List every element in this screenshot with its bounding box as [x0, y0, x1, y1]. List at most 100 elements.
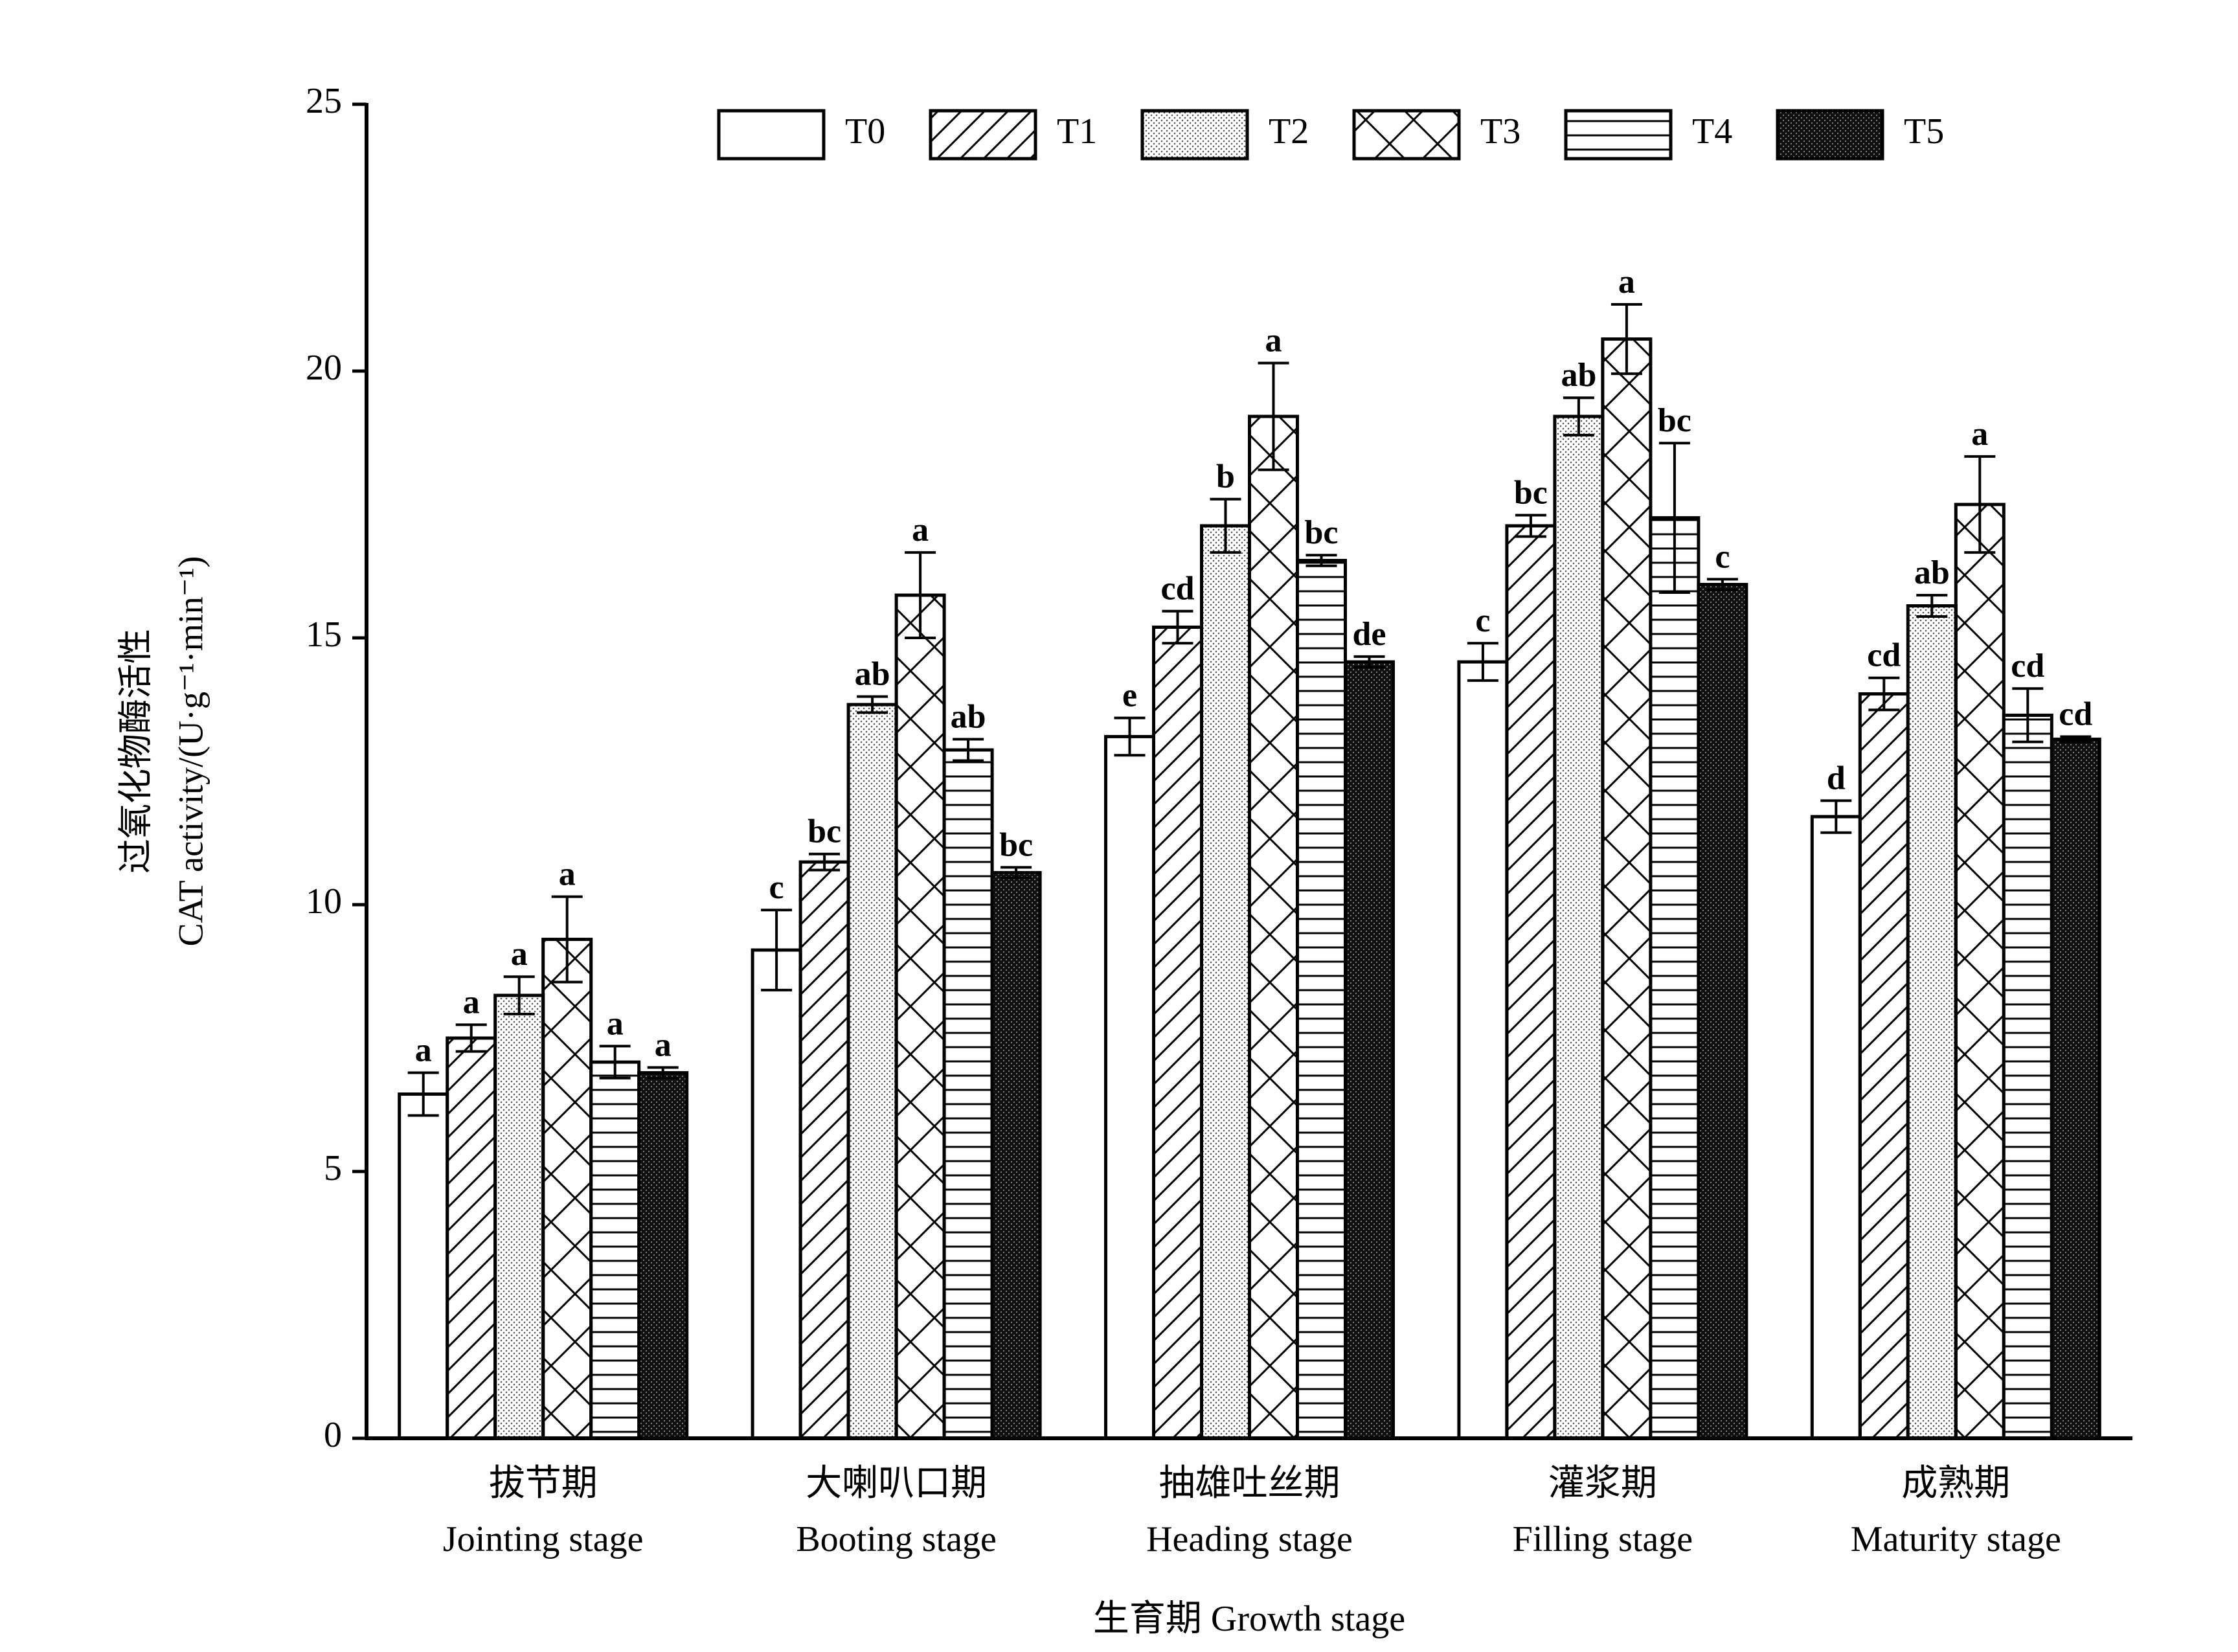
significance-letter: a	[1618, 264, 1635, 300]
error-bar	[1353, 655, 1385, 669]
x-tick-label: 成熟期	[1901, 1464, 2010, 1504]
significance-letter: ab	[1914, 554, 1950, 591]
x-axis-label: 生育期 Growth stage	[1093, 1599, 1405, 1639]
significance-letter: cd	[2011, 648, 2044, 685]
error-bar	[551, 895, 583, 984]
bar	[1104, 734, 1155, 1440]
y-tick-label: 0	[324, 1415, 342, 1455]
significance-letter: c	[769, 869, 784, 906]
error-bar	[905, 551, 936, 639]
error-bar	[455, 1023, 487, 1053]
error-bar	[1563, 396, 1594, 436]
x-tick-label: 拔节期	[489, 1464, 598, 1504]
bar	[798, 860, 850, 1440]
significance-letter: bc	[808, 813, 841, 850]
error-bar	[2012, 687, 2044, 743]
bar	[1200, 524, 1251, 1440]
legend-swatch	[1776, 109, 1884, 161]
error-bar	[1868, 676, 1900, 712]
legend-swatch	[929, 109, 1037, 161]
legend-swatch	[1352, 109, 1461, 161]
x-tick-label: 灌浆期	[1548, 1464, 1657, 1504]
x-tick-label: Filling stage	[1513, 1519, 1693, 1559]
significance-letter: bc	[999, 826, 1033, 863]
legend-label: T1	[1057, 111, 1097, 152]
bar	[2002, 713, 2053, 1440]
error-bar	[407, 1071, 439, 1117]
bar	[541, 938, 593, 1440]
error-bar	[1306, 554, 1337, 567]
y-tick-label: 25	[306, 81, 342, 121]
bar	[1248, 414, 1299, 1440]
bar	[751, 948, 802, 1440]
legend-label: T0	[845, 111, 885, 152]
error-bar	[1611, 303, 1642, 376]
significance-letter: ab	[951, 698, 986, 735]
legend-label: T5	[1904, 111, 1944, 152]
significance-letter: d	[1827, 760, 1846, 797]
significance-letter: a	[607, 1005, 624, 1042]
error-bar	[1706, 578, 1738, 591]
bar	[446, 1036, 497, 1440]
legend-label: T2	[1269, 111, 1309, 152]
y-tick-label: 10	[306, 881, 342, 922]
bar	[589, 1060, 641, 1440]
significance-letter: cd	[1867, 637, 1901, 674]
error-bar	[1515, 514, 1546, 538]
significance-letter: bc	[1658, 402, 1691, 439]
bar	[1906, 604, 1958, 1440]
y-axis-label: 过氧化物酶活性	[116, 629, 155, 874]
significance-letter: b	[1216, 458, 1235, 495]
bar	[1697, 583, 1748, 1440]
error-bar	[1210, 497, 1241, 554]
significance-letter: e	[1122, 677, 1137, 714]
legend-label: T3	[1480, 111, 1520, 152]
significance-letter: de	[1353, 616, 1386, 653]
bar	[1505, 524, 1557, 1440]
bar	[990, 871, 1042, 1440]
error-bar	[1114, 716, 1146, 757]
significance-letter: ab	[855, 656, 890, 693]
significance-letter: a	[1265, 322, 1282, 359]
bar	[942, 748, 994, 1440]
significance-letter: bc	[1514, 474, 1548, 511]
error-bar	[1964, 455, 1996, 554]
bar	[1296, 559, 1347, 1440]
y-tick-label: 15	[306, 615, 342, 655]
bar	[1344, 660, 1395, 1440]
y-tick-label: 5	[324, 1148, 342, 1188]
significance-letter: a	[655, 1026, 672, 1063]
error-bar	[857, 695, 888, 714]
error-bar	[599, 1045, 631, 1080]
bar	[1152, 626, 1203, 1440]
error-bar	[1000, 866, 1032, 879]
error-bar	[647, 1066, 679, 1080]
bar	[1858, 692, 1910, 1440]
error-bar	[1658, 442, 1690, 594]
error-bar	[809, 852, 841, 872]
error-bar	[1820, 799, 1852, 834]
error-bar	[1162, 609, 1193, 645]
x-tick-label: 抽雄吐丝期	[1159, 1464, 1340, 1504]
significance-letter: a	[912, 512, 929, 549]
bar	[1553, 414, 1605, 1440]
x-tick-label: Heading stage	[1146, 1519, 1353, 1559]
error-bar	[1258, 361, 1289, 471]
significance-letter: a	[463, 984, 480, 1021]
y-tick-label: 20	[306, 348, 342, 388]
significance-letter: a	[415, 1032, 432, 1069]
bar	[1649, 516, 1701, 1440]
significance-letter: a	[559, 856, 576, 893]
legend-swatch	[717, 109, 826, 161]
bar	[1601, 337, 1653, 1440]
legend-swatch	[1564, 109, 1673, 161]
error-bar	[503, 975, 535, 1015]
error-bar	[761, 909, 793, 991]
significance-letter: a	[1971, 416, 1988, 453]
error-bar	[1467, 642, 1498, 682]
bar	[637, 1071, 689, 1440]
bar	[846, 703, 898, 1440]
significance-letter: c	[1475, 602, 1490, 639]
